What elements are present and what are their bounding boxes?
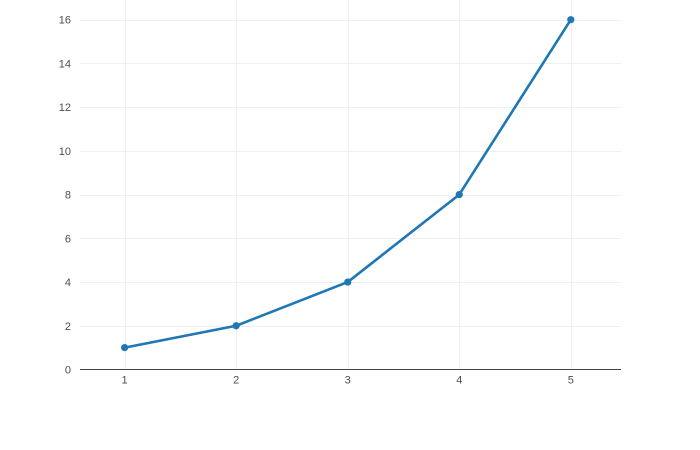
x-tick-label-1: 1: [122, 375, 128, 387]
y-tick-label-8: 8: [65, 190, 71, 202]
x-tick-label-3: 3: [345, 375, 351, 387]
x-tick-labels: 1 2 3 4 5: [122, 375, 574, 387]
y-tick-label-4: 4: [65, 277, 71, 289]
x-gridlines: [125, 0, 572, 370]
y-tick-label-10: 10: [59, 146, 71, 158]
y-tick-label-12: 12: [59, 102, 71, 114]
y-tick-label-16: 16: [59, 15, 71, 27]
data-series-group: [121, 16, 575, 352]
data-point-3-4: [344, 278, 352, 286]
series-markers: [121, 16, 575, 352]
data-point-2-2: [232, 322, 240, 330]
x-tick-label-2: 2: [233, 375, 239, 387]
y-tick-label-6: 6: [65, 233, 71, 245]
y-tick-label-0: 0: [65, 365, 71, 377]
data-point-4-8: [455, 190, 463, 199]
y-tick-labels: 0 2 4 6 8 10 12 14 16: [59, 15, 71, 377]
data-point-1-1: [121, 344, 129, 352]
y-tick-label-14: 14: [59, 58, 71, 70]
x-tick-label-4: 4: [456, 375, 462, 387]
x-tick-label-5: 5: [568, 375, 574, 387]
y-tick-label-2: 2: [65, 321, 71, 333]
data-point-5-16: [567, 16, 575, 24]
